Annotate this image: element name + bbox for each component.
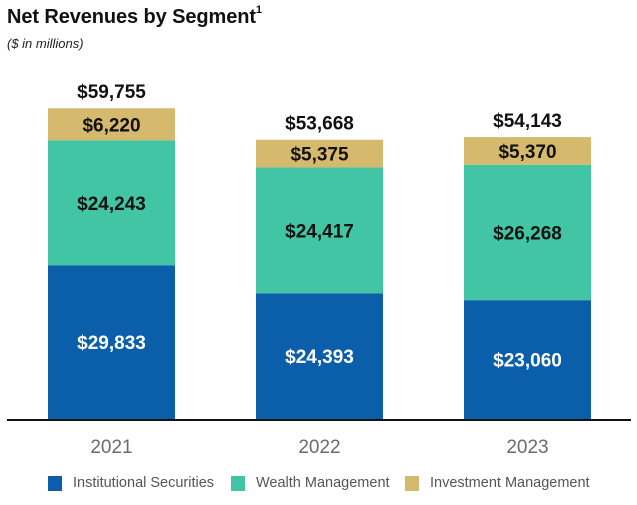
data-label-institutional-securities-2022: $24,393 (285, 347, 354, 368)
data-label-wealth-management-2023: $26,268 (493, 223, 562, 244)
data-label-wealth-management-2021: $24,243 (77, 194, 146, 215)
bar-institutional-securities-2023 (464, 300, 591, 419)
bar-investment-management-2022 (256, 139, 383, 168)
data-label-institutional-securities-2021: $29,833 (77, 333, 146, 354)
bar-institutional-securities-2022 (256, 293, 383, 419)
legend-item-investment-management: Investment Management (405, 475, 590, 491)
data-label-investment-management-2023: $5,370 (498, 142, 556, 163)
data-label-investment-management-2022: $5,375 (290, 145, 349, 166)
chart-title-text: Net Revenues by Segment (7, 6, 256, 28)
x-tick-label-2021: 2021 (90, 437, 132, 458)
stacked-bar-chart: $29,833 $24,243 $6,220 $59,755 $24,393 $24,41… (7, 82, 631, 458)
legend-swatch (48, 475, 62, 491)
x-tick-label-2022: 2022 (298, 437, 340, 458)
bar-institutional-securities-2021 (48, 265, 175, 419)
legend-label: Investment Management (430, 475, 590, 491)
legend-item-institutional-securities: Institutional Securities (48, 475, 214, 491)
bar-investment-management-2021 (48, 108, 175, 141)
title-footnote: 1 (255, 4, 262, 17)
data-label-investment-management-2021: $6,220 (82, 115, 140, 136)
bar-wealth-management-2023 (464, 164, 591, 301)
data-label-wealth-management-2022: $24,417 (285, 221, 354, 242)
legend-swatch (231, 475, 245, 491)
legend-item-wealth-management: Wealth Management (231, 475, 390, 491)
bar-investment-management-2023 (464, 137, 591, 165)
legend-swatch (405, 475, 419, 491)
bar-wealth-management-2021 (48, 140, 175, 266)
legend-label: Institutional Securities (73, 475, 215, 491)
x-tick-labels: 2021 2022 2023 (90, 437, 548, 458)
total-label-2022: $53,668 (285, 113, 354, 134)
bar-wealth-management-2022 (256, 167, 383, 294)
x-tick-label-2023: 2023 (506, 437, 548, 458)
legend-label: Wealth Management (256, 475, 390, 491)
legend: Institutional Securities Wealth Manageme… (0, 475, 637, 495)
labels-layer: $29,833 $24,243 $6,220 $59,755 $24,393 $24,41… (77, 82, 562, 372)
chart-title: Net Revenues by Segment1 (7, 4, 262, 29)
bars-layer (48, 108, 591, 419)
chart-subtitle: ($ in millions) (7, 36, 84, 51)
total-label-2023: $54,143 (493, 111, 562, 132)
total-label-2021: $59,755 (77, 82, 146, 103)
data-label-institutional-securities-2023: $23,060 (493, 351, 562, 372)
